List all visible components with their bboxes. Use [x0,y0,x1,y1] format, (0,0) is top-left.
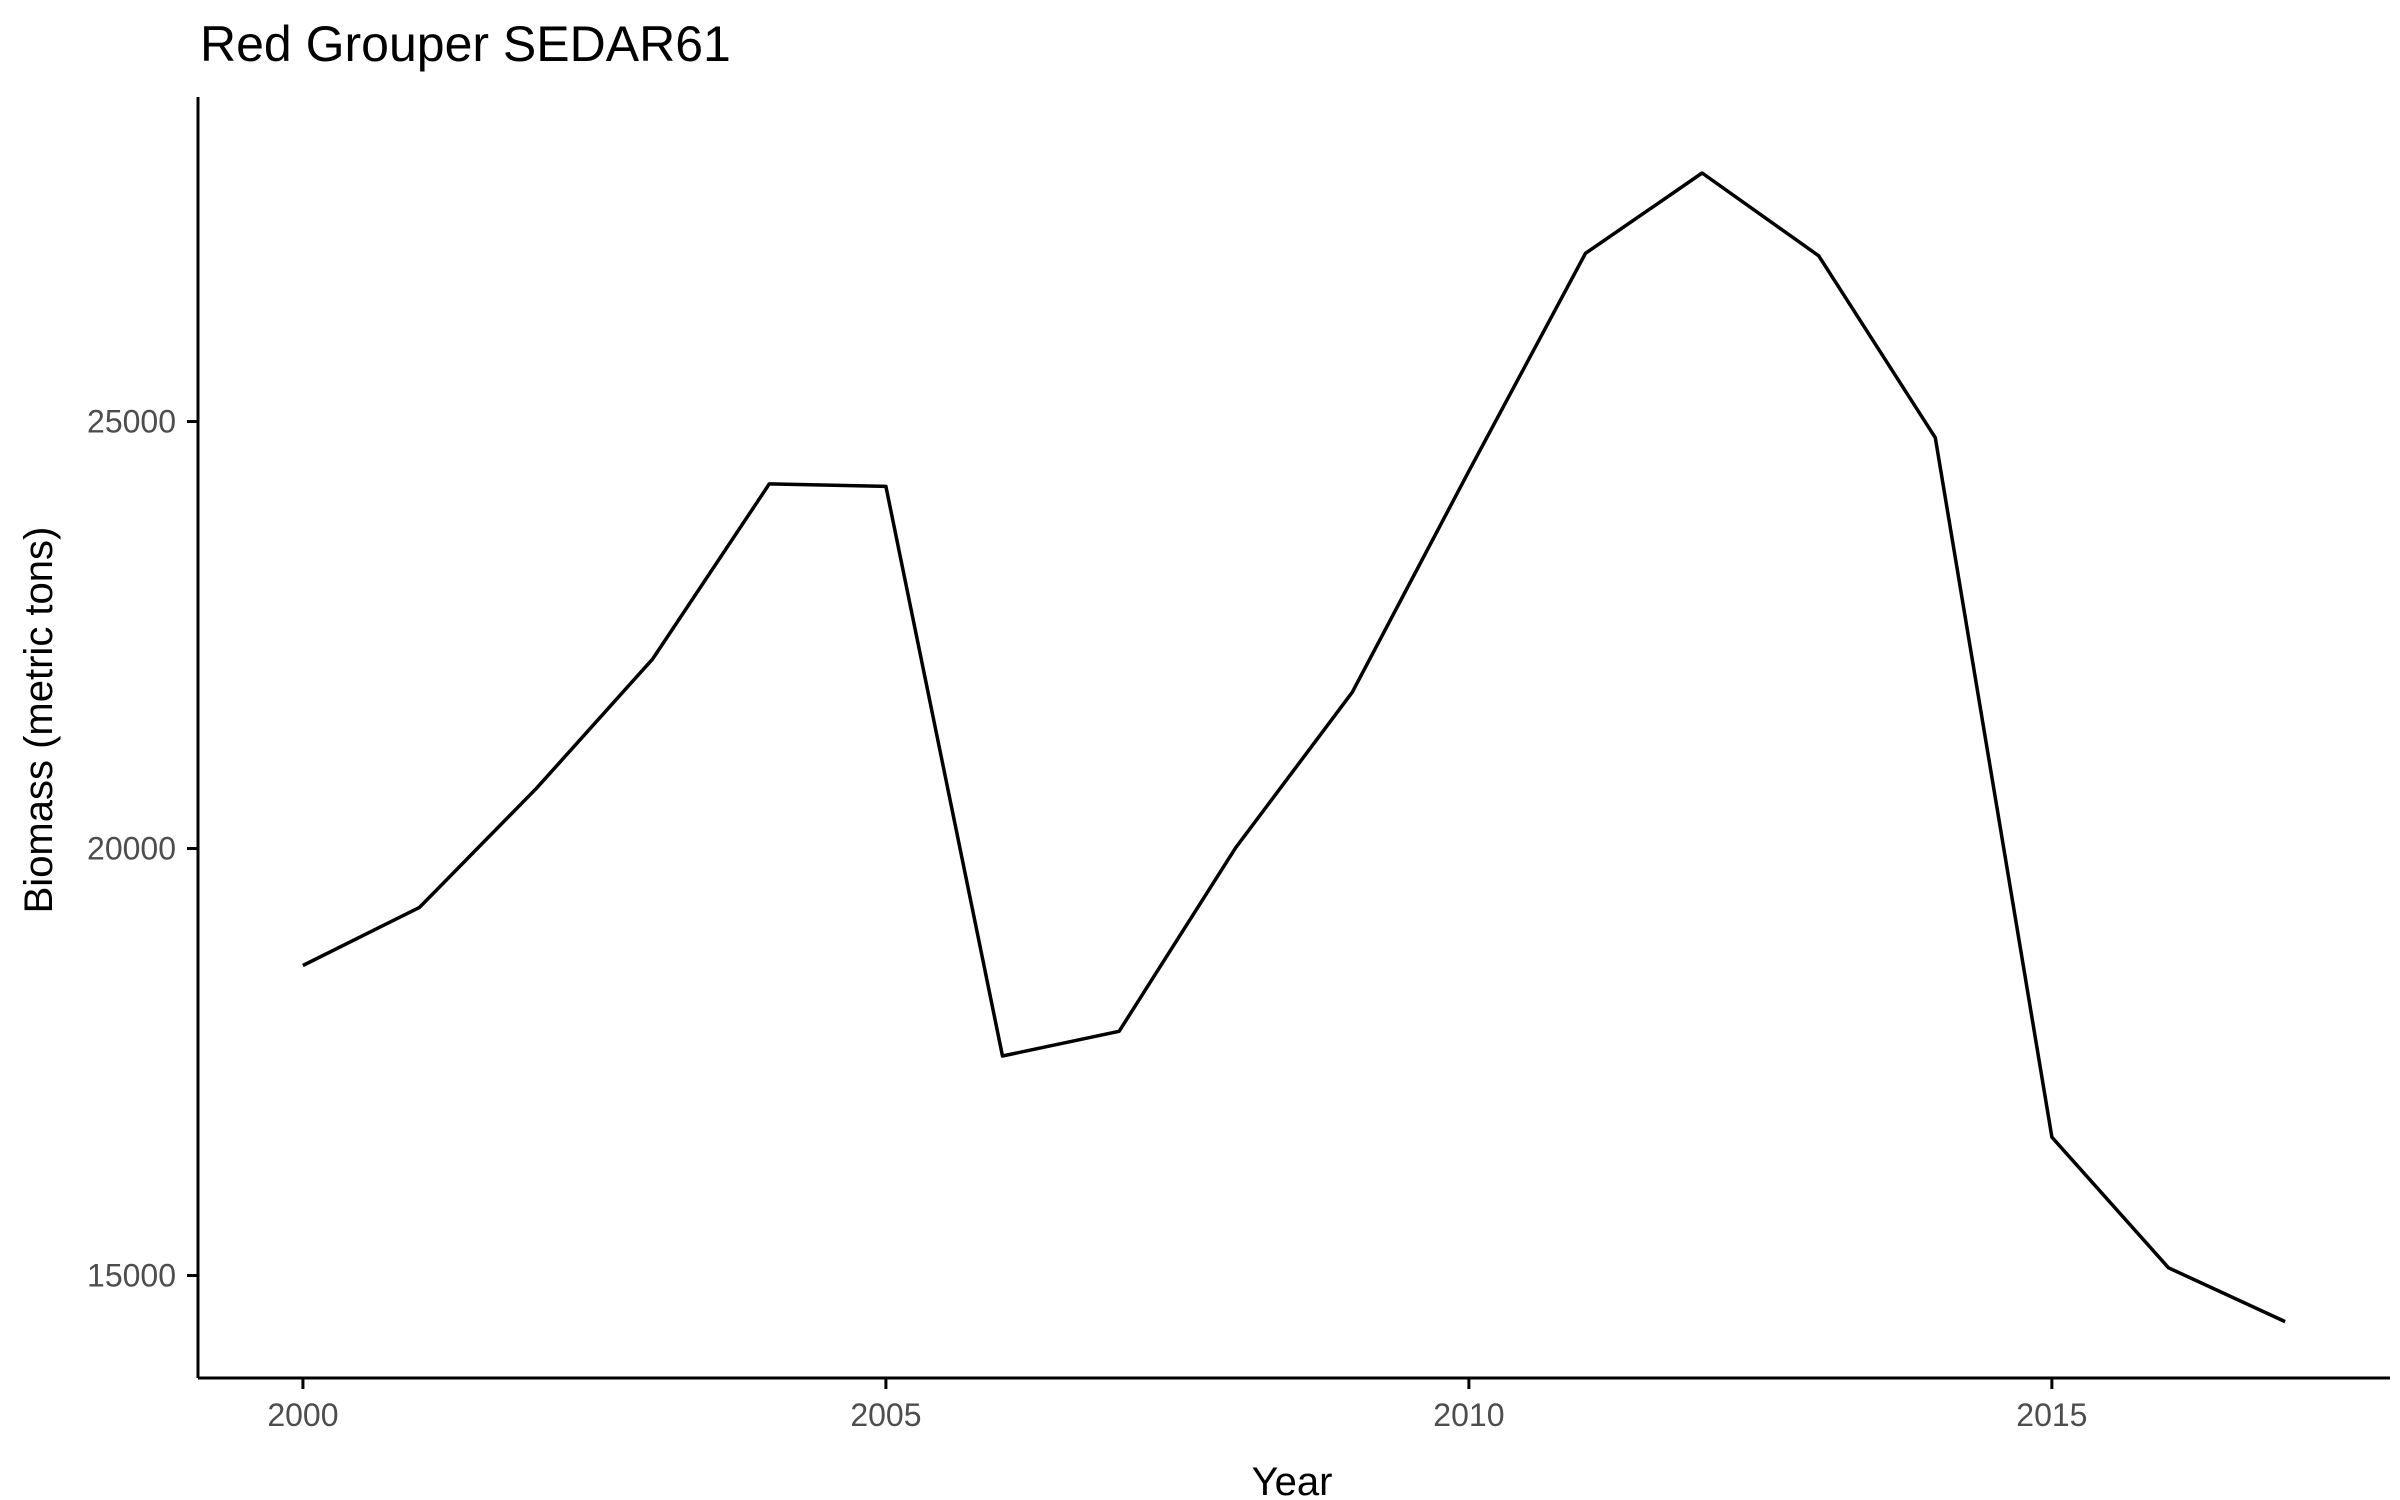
y-tick-label: 15000 [87,1258,176,1294]
x-tick-label: 2000 [267,1397,338,1433]
x-tick-label: 2015 [2016,1397,2087,1433]
x-axis: 2000 2005 2010 2015 [198,1376,2390,1433]
chart-title: Red Grouper SEDAR61 [200,16,731,72]
x-axis-title: Year [1252,1460,1333,1500]
y-tick-label: 20000 [87,831,176,867]
y-axis-title: Biomass (metric tons) [17,527,61,914]
series-group [302,171,2286,1324]
x-tick-label: 2005 [850,1397,921,1433]
x-tick-label: 2010 [1433,1397,1504,1433]
y-axis: 15000 20000 25000 [87,97,200,1378]
y-tick-label: 25000 [87,404,176,440]
series-line [302,171,2286,1324]
